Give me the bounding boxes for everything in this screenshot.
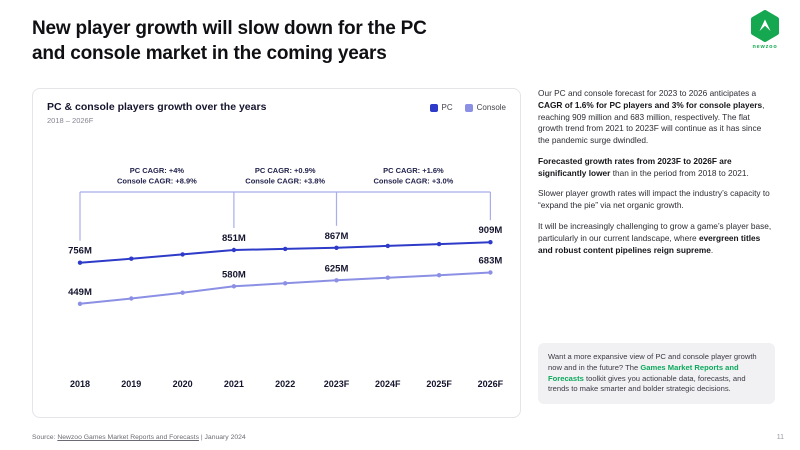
x-axis-label: 2025F [426,379,452,389]
text-segment: It will be increasingly challenging to g… [538,221,772,243]
console-point [488,270,493,275]
cagr-annotation: Console CAGR: +8.9% [117,177,197,186]
data-label: 867M [325,231,349,242]
page-title-line1: New player growth will slow down for the… [32,18,427,39]
pc-point [129,256,134,261]
commentary-paragraph-3: Slower player growth rates will impact t… [538,188,775,212]
page-number: 11 [776,434,784,441]
pc-point [231,247,237,253]
newzoo-hexagon-icon [751,10,779,42]
console-point [385,275,390,280]
x-axis-label: 2022 [275,379,295,389]
text-segment: toolkit gives you actionable data, forec… [548,373,746,394]
text-segment: Slower player growth rates will impact t… [538,188,770,211]
commentary-paragraph-4: It will be increasingly challenging to g… [538,221,775,256]
console-point [231,284,237,289]
pc-legend-swatch [429,103,438,112]
pc-point [180,252,185,257]
text-segment: , reaching 909 million and 683 million, … [538,99,765,146]
x-axis-label: 2026F [478,379,504,389]
text-segment: Forecasted growth rates from 2023F to 20… [538,155,732,178]
cagr-annotation: Console CAGR: +3.8% [245,177,325,186]
commentary-paragraph-2: Forecasted growth rates from 2023F to 20… [538,156,775,180]
cagr-annotation: PC CAGR: +1.6% [383,166,444,175]
chart-title: PC & console players growth over the yea… [47,101,267,113]
console-legend-label: Console [476,103,506,112]
text-segment: Our PC and console forecast for 2023 to … [538,88,757,98]
source-prefix: Source: [32,434,58,441]
source-line: Source: Newzoo Games Market Reports and … [32,434,246,441]
text-segment: . [710,244,714,255]
pc-point [283,246,288,252]
promo-box: Want a more expansive view of PC and con… [538,343,775,405]
console-point [180,290,185,295]
text-segment: Want a more expansive view of PC and con… [548,352,757,372]
pc-point [334,245,339,250]
promo-link[interactable]: Games Market Reports and Forecasts [548,362,739,383]
x-axis-label: 2020 [173,379,193,389]
data-label: 851M [222,233,246,244]
text-segment: than in the period from 2018 to 2021. [610,167,749,178]
data-label: 449M [68,287,92,298]
source-suffix: | January 2024 [198,434,246,441]
console-line [79,271,491,305]
page-title: New player growth will slow down for the… [32,16,427,66]
chart-card-header: PC & console players growth over the yea… [47,101,506,125]
chart-card: PC & console players growth over the yea… [32,88,521,418]
cagr-annotation: Console CAGR: +3.0% [373,177,453,186]
chart-legend: PC Console [429,101,506,112]
pc-legend-label: PC [441,103,453,112]
cagr-annotation: PC CAGR: +4% [130,166,185,175]
legend-item-console: Console [464,103,506,112]
console-point [77,301,83,306]
x-axis-label: 2021 [224,379,244,389]
pc-point [77,260,83,265]
text-segment: evergreen titles and robust content pipe… [538,232,761,255]
x-axis-label: 2018 [70,379,90,389]
chart-heading: PC & console players growth over the yea… [47,101,266,125]
page-title-line2: and console market in the coming years [32,43,387,65]
data-label: 580M [222,269,246,280]
x-axis-label: 2023F [324,379,350,389]
chart-subtitle: 2018 – 2026F [47,116,94,125]
console-point [436,273,442,278]
pc-point [488,240,493,245]
pc-line [79,241,491,264]
player-growth-line-chart: PC CAGR: +4% Console CAGR: +8.9% PC CAGR: … [68,166,504,389]
text-segment: CAGR of 1.6% for PC players and 3% for c… [538,99,763,110]
data-label: 909M [479,225,503,236]
legend-item-pc: PC [429,103,453,112]
pc-point [436,241,442,247]
data-label: 625M [325,263,349,274]
source-link[interactable]: Newzoo Games Market Reports and Forecast… [57,434,199,441]
cagr-annotation: PC CAGR: +0.9% [255,166,316,175]
pc-point [385,243,390,249]
x-axis-label: 2024F [375,379,401,389]
console-point [283,281,288,286]
newzoo-logo: newzoo [742,10,788,50]
commentary-paragraph-1: Our PC and console forecast for 2023 to … [538,88,775,147]
x-axis-label: 2019 [121,379,141,389]
data-label: 756M [68,246,92,257]
newzoo-wordmark: newzoo [752,44,778,50]
console-point [334,278,339,283]
console-legend-swatch [464,103,473,112]
console-point [129,296,134,301]
commentary-column: Our PC and console forecast for 2023 to … [538,88,775,265]
data-label: 683M [479,256,503,267]
